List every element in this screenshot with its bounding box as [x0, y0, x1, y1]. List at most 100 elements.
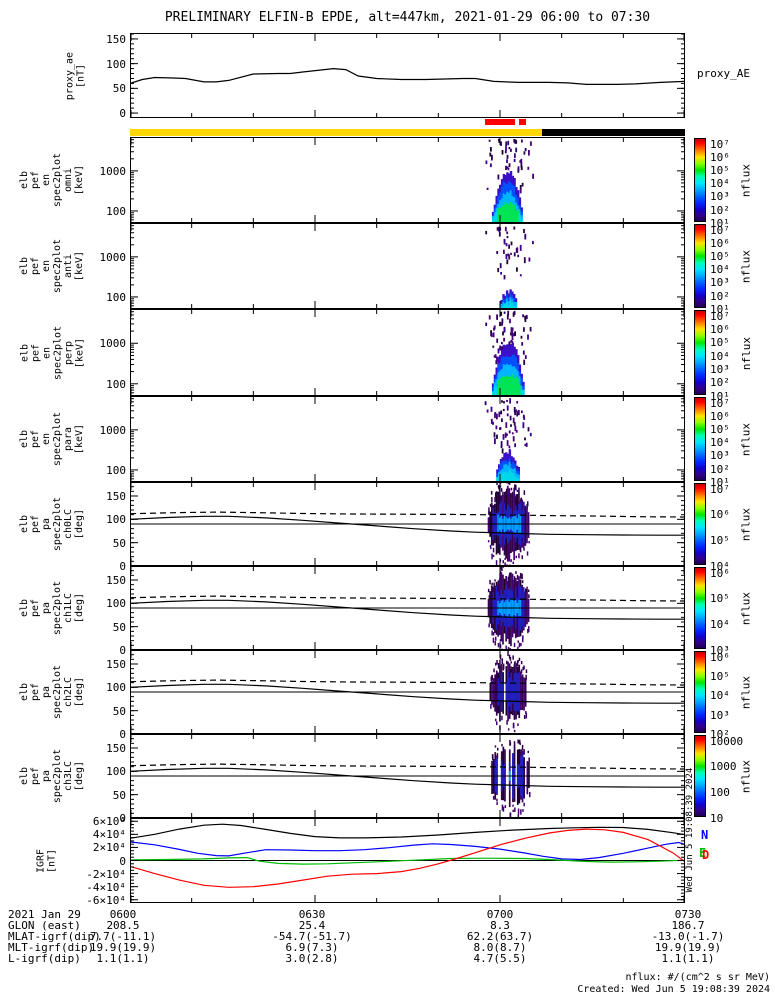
- panel-pa_ch0: [130, 482, 685, 566]
- bottom-row-value: 8.0(8.7): [473, 941, 527, 954]
- colorbar-tick-label: 10⁵: [710, 670, 730, 683]
- bottom-row-label-0: GLON (east): [8, 919, 81, 932]
- colorbar-unit-label: nflux: [739, 422, 753, 457]
- colorbar-tick-label: 10⁶: [710, 409, 730, 423]
- colorbar-tick-label: 10⁶: [710, 508, 730, 522]
- panel-pa_ch2: [130, 650, 685, 734]
- colorbar-pa_ch3: [694, 735, 706, 817]
- colorbar-tick-label: 10⁴: [710, 559, 730, 573]
- y-tick-label: 0: [119, 728, 126, 741]
- y-tick-label: 100: [106, 597, 126, 611]
- colorbar-tick-label: 10²: [710, 462, 730, 476]
- y-tick-label: 150: [106, 742, 126, 755]
- bottom-row-value: 25.4: [298, 919, 326, 932]
- colorbar-tick-label: 10⁶: [710, 650, 730, 664]
- y-tick-label: -4×10⁴: [86, 880, 126, 894]
- colorbar-unit-label: nflux: [739, 163, 753, 198]
- colorbar-unit-label: nflux: [739, 336, 753, 370]
- colorbar-tick-label: 10²: [710, 376, 730, 390]
- colorbar-tick-label: 10⁴: [710, 618, 730, 632]
- colorbar-tick-label: 10⁴: [710, 349, 730, 363]
- y-tick-label: 0: [119, 560, 126, 573]
- bottom-row-value: 7.7(-11.1): [89, 930, 157, 943]
- colorbar-pa_ch0: [694, 483, 706, 565]
- colorbar-tick-label: 10: [710, 811, 724, 825]
- colorbar-unit-label: nflux: [739, 759, 753, 794]
- bottom-row-value: 6.9(7.3): [285, 941, 339, 954]
- colorbar-tick-label: 100: [710, 786, 730, 800]
- time-tick-label: 0730: [674, 908, 702, 921]
- colorbar-tick-label: 10³: [710, 276, 730, 290]
- y-tick-label: -6×10⁴: [86, 893, 126, 907]
- colorbar-pa_ch2: [694, 651, 706, 733]
- bottom-row-label-3: L-igrf(dip): [8, 952, 81, 965]
- bottom-row-value: 19.9(19.9): [89, 941, 157, 954]
- panel-en_omni: [130, 137, 685, 223]
- colorbar-tick-label: 10³: [710, 449, 730, 463]
- y-tick-label: 100: [106, 57, 126, 71]
- colorbar-tick-label: 10⁵: [710, 336, 730, 350]
- bottom-row-value: 62.2(63.7): [466, 930, 534, 943]
- colorbar-unit-label: nflux: [739, 249, 753, 284]
- colorbar-tick-label: 10⁷: [710, 309, 730, 323]
- colorbar-en_anti: [694, 224, 706, 308]
- colorbar-tick-label: 10²: [710, 203, 730, 217]
- y-tick-label: 100: [106, 290, 126, 304]
- colorbar-tick-label: 10¹: [710, 216, 730, 230]
- y-tick-label: 0: [119, 854, 126, 868]
- colorbar-tick-label: 10⁷: [710, 223, 730, 237]
- bottom-row-value: 208.5: [106, 919, 140, 932]
- panel-pa_ch3: [130, 734, 685, 818]
- y-tick-label: 0: [119, 107, 126, 121]
- colorbar-tick-label: 10⁴: [710, 689, 730, 703]
- y-tick-label: 2×10⁴: [92, 841, 126, 855]
- colorbar-tick-label: 10000: [710, 734, 744, 748]
- colorbar-tick-label: 10⁴: [710, 177, 730, 191]
- y-tick-label: 100: [106, 204, 126, 218]
- bottom-row-label-2: MLT-igrf(dip): [8, 941, 95, 954]
- bottom-row-value: -54.7(-51.7): [272, 930, 352, 943]
- y-tick-label: 50: [112, 82, 126, 96]
- colorbar-tick-label: 10³: [710, 190, 730, 204]
- created-timestamp: Created: Wed Jun 5 19:08:39 2024: [577, 984, 770, 995]
- panel-pa_ch1: [130, 566, 685, 650]
- colorbar-unit-label: nflux: [739, 507, 753, 542]
- y-tick-label: 50: [112, 704, 126, 718]
- colorbar-tick-label: 10²: [710, 289, 730, 303]
- data-availability-bar-yellow: [130, 129, 542, 136]
- colorbar-en_perp: [694, 310, 706, 395]
- y-tick-label: 150: [106, 32, 126, 46]
- y-tick-label: 0: [119, 644, 126, 657]
- panel-en_para: [130, 396, 685, 482]
- y-tick-label: -2×10⁴: [86, 867, 126, 881]
- colorbar-tick-label: 10³: [710, 708, 730, 722]
- colorbar-tick-label: 1000: [710, 760, 737, 774]
- bottom-row-value: 8.3: [490, 919, 510, 932]
- colorbar-tick-label: 10⁷: [710, 137, 730, 151]
- time-tick-label: 0700: [486, 908, 514, 921]
- y-tick-label: 4×10⁴: [92, 828, 126, 842]
- burst-marker-red-bar: [484, 119, 516, 125]
- y-tick-label: 1000: [99, 250, 127, 264]
- colorbar-tick-label: 10⁵: [710, 423, 730, 437]
- y-tick-label: 100: [106, 765, 126, 779]
- y-tick-label: 100: [106, 377, 126, 391]
- colorbar-unit-label: nflux: [739, 675, 753, 710]
- y-tick-label: 0: [119, 812, 126, 825]
- colorbar-tick-label: 10⁷: [710, 482, 730, 496]
- colorbar-tick-label: 10⁶: [710, 150, 730, 164]
- time-tick-label: 0600: [109, 908, 137, 921]
- bottom-row-value: 3.0(2.8): [285, 952, 339, 965]
- colorbar-tick-label: 10⁴: [710, 436, 730, 450]
- y-axis-label-igrf: IGRF [nT]: [35, 848, 57, 873]
- y-tick-label: 50: [112, 620, 126, 634]
- y-tick-label: 100: [106, 463, 126, 477]
- panel-en_perp: [130, 309, 685, 396]
- colorbar-tick-label: 10⁶: [710, 566, 730, 580]
- panel-igrf: [130, 818, 685, 903]
- y-tick-label: 150: [106, 658, 126, 671]
- igrf-legend-E: E: [699, 846, 707, 860]
- y-tick-label: 100: [106, 681, 126, 695]
- colorbar-tick-label: 10⁶: [710, 323, 730, 337]
